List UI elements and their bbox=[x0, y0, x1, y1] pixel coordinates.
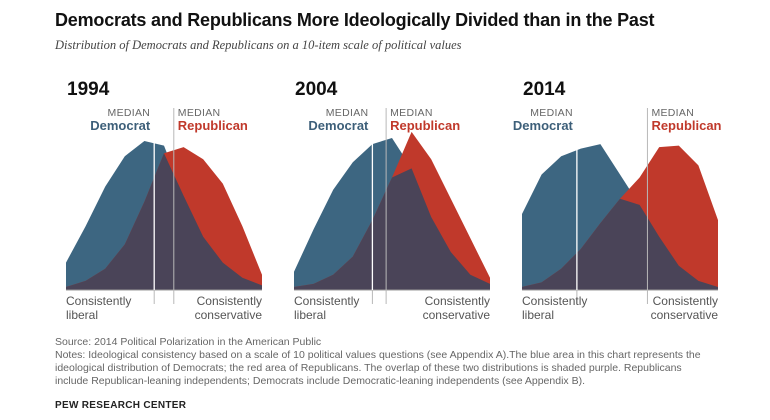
axis-right-line-2: conservative bbox=[195, 308, 263, 322]
republican-label: Republican bbox=[390, 118, 460, 133]
year-label: 2014 bbox=[523, 79, 566, 100]
axis-right-line-1: Consistently bbox=[653, 294, 718, 308]
overlap-area bbox=[66, 153, 262, 290]
axis-left-line-1: Consistently bbox=[522, 294, 587, 308]
footer-notes: Source: 2014 Political Polarization in t… bbox=[55, 336, 735, 388]
axis-right-line-2: conservative bbox=[651, 308, 719, 322]
chart-title: Democrats and Republicans More Ideologic… bbox=[55, 10, 655, 30]
axis-right-line-1: Consistently bbox=[197, 294, 262, 308]
axis-left-line-2: liberal bbox=[294, 308, 326, 322]
axis-left-line-2: liberal bbox=[66, 308, 98, 322]
chart-subtitle: Distribution of Democrats and Republican… bbox=[55, 38, 462, 52]
democrat-label: Democrat bbox=[513, 118, 574, 133]
notes-line-2: ideological distribution of Democrats; t… bbox=[55, 362, 682, 374]
panel-2004 bbox=[294, 108, 490, 304]
axis-left-line-1: Consistently bbox=[294, 294, 359, 308]
notes-line-3: include Republican-leaning independents;… bbox=[55, 375, 585, 387]
panel-1994 bbox=[66, 108, 262, 304]
median-caption-republican: MEDIAN bbox=[651, 107, 694, 119]
overlap-area bbox=[522, 198, 718, 290]
median-caption-republican: MEDIAN bbox=[178, 107, 221, 119]
democrat-label: Democrat bbox=[90, 118, 151, 133]
median-caption-republican: MEDIAN bbox=[390, 107, 433, 119]
year-label: 1994 bbox=[67, 79, 110, 100]
source-note: Source: 2014 Political Polarization in t… bbox=[55, 336, 322, 348]
overlap-area bbox=[294, 168, 490, 290]
axis-left-line-1: Consistently bbox=[66, 294, 131, 308]
axis-right-line-1: Consistently bbox=[425, 294, 490, 308]
year-label: 2004 bbox=[295, 79, 338, 100]
panel-2014 bbox=[522, 108, 718, 304]
median-caption-democrat: MEDIAN bbox=[326, 107, 369, 119]
notes-line-1: Notes: Ideological consistency based on … bbox=[55, 349, 701, 361]
median-caption-democrat: MEDIAN bbox=[530, 107, 573, 119]
median-caption-democrat: MEDIAN bbox=[108, 107, 151, 119]
brand-credit: PEW RESEARCH CENTER bbox=[55, 400, 187, 411]
republican-label: Republican bbox=[178, 118, 248, 133]
axis-left-line-2: liberal bbox=[522, 308, 554, 322]
axis-right-line-2: conservative bbox=[423, 308, 491, 322]
democrat-label: Democrat bbox=[308, 118, 369, 133]
republican-label: Republican bbox=[651, 118, 721, 133]
